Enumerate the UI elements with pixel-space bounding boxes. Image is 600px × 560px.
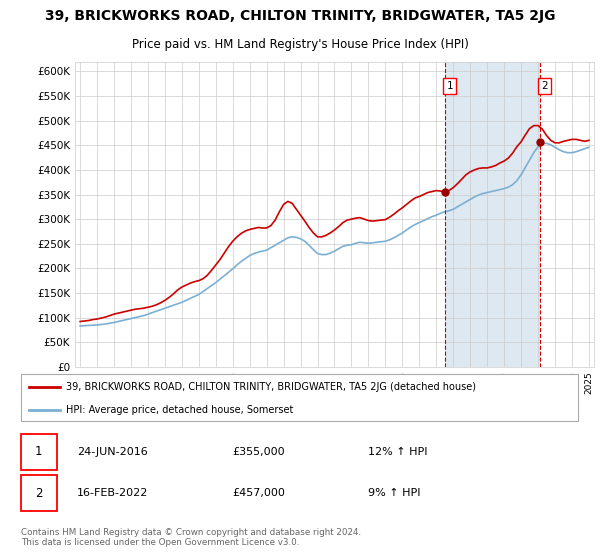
Text: 2: 2 — [541, 81, 548, 91]
Text: £457,000: £457,000 — [232, 488, 285, 498]
Text: £355,000: £355,000 — [232, 447, 285, 457]
Text: 16-FEB-2022: 16-FEB-2022 — [77, 488, 149, 498]
Text: 39, BRICKWORKS ROAD, CHILTON TRINITY, BRIDGWATER, TA5 2JG: 39, BRICKWORKS ROAD, CHILTON TRINITY, BR… — [45, 9, 555, 23]
Text: 9% ↑ HPI: 9% ↑ HPI — [368, 488, 420, 498]
Bar — [445, 62, 540, 367]
Text: HPI: Average price, detached house, Somerset: HPI: Average price, detached house, Some… — [66, 405, 293, 415]
Text: 2: 2 — [35, 487, 43, 500]
Text: 1: 1 — [35, 445, 43, 459]
FancyBboxPatch shape — [21, 435, 58, 469]
Text: 39, BRICKWORKS ROAD, CHILTON TRINITY, BRIDGWATER, TA5 2JG (detached house): 39, BRICKWORKS ROAD, CHILTON TRINITY, BR… — [66, 381, 476, 391]
FancyBboxPatch shape — [21, 374, 578, 421]
FancyBboxPatch shape — [21, 475, 58, 511]
Text: Contains HM Land Registry data © Crown copyright and database right 2024.
This d: Contains HM Land Registry data © Crown c… — [21, 528, 361, 548]
Text: 1: 1 — [446, 81, 453, 91]
Text: Price paid vs. HM Land Registry's House Price Index (HPI): Price paid vs. HM Land Registry's House … — [131, 38, 469, 51]
Text: 12% ↑ HPI: 12% ↑ HPI — [368, 447, 427, 457]
Text: 24-JUN-2016: 24-JUN-2016 — [77, 447, 148, 457]
